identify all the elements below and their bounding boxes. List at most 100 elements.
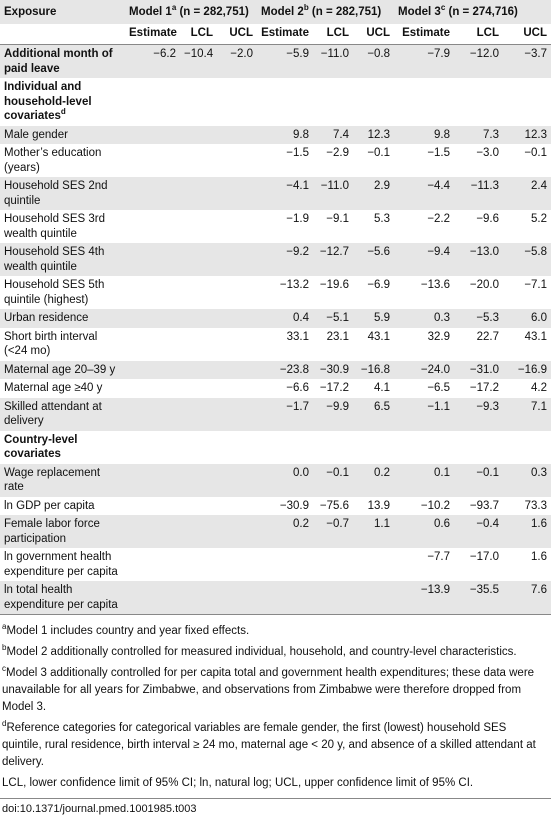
value-cell: −2.2 (427, 213, 451, 225)
header-cell: Exposure (4, 5, 57, 18)
value-cell: −13.0 (469, 246, 500, 258)
row-label: Household SES 4th wealth quintile (0, 243, 125, 276)
value-cell: −2.9 (326, 147, 349, 159)
value-cell: −12.0 (469, 48, 500, 60)
value-cell: −13.2 (279, 279, 309, 291)
value-cell (217, 144, 257, 177)
value-cell (180, 464, 217, 497)
row-label: Individual and household-level covariate… (0, 78, 125, 126)
value-cell: 43.1 (367, 330, 391, 343)
footnote: aModel 1 includes country and year fixed… (2, 623, 549, 640)
empty-cell (125, 431, 551, 464)
column-header: LCL (180, 24, 217, 45)
value-cell: −31.0 (469, 363, 500, 376)
value-cell: −0.1 (326, 466, 349, 479)
header-row: Exposure Model 1a (n = 282,751) Model 2b (… (0, 0, 551, 24)
value-cell: 1.1 (374, 518, 391, 530)
value-cell (125, 361, 180, 380)
value-cell (217, 210, 257, 243)
value-cell (217, 497, 257, 516)
row-label: ln government health expenditure per cap… (0, 548, 125, 581)
value-cell: −0.1 (367, 147, 391, 159)
model-header: Model 3c (n = 274,716) (394, 0, 551, 24)
value-cell: 0.1 (434, 466, 451, 479)
value-cell (217, 361, 257, 380)
value-cell: −9.2 (286, 246, 309, 258)
value-cell (125, 548, 180, 581)
value-cell: 12.3 (367, 128, 391, 141)
value-cell: −12.7 (319, 246, 349, 258)
row-label: Household SES 5th quintile (highest) (0, 276, 125, 309)
label-text: Wage replacement rate (4, 466, 101, 494)
value-cell: −5.9 (286, 48, 309, 60)
value-cell: −30.9 (319, 363, 349, 376)
table-body: Additional month of paid leave −6.2 −10.4 −… (0, 44, 551, 615)
value-cell: −35.5 (454, 581, 504, 615)
value-cell: −5.1 (326, 312, 349, 324)
footnote: dReference categories for categorical va… (2, 720, 549, 771)
row-label: Male gender (0, 126, 125, 145)
value-cell (313, 548, 353, 581)
value-cell (217, 581, 257, 615)
column-header: Estimate (394, 24, 455, 45)
row-label: ln total health expenditure per capita (0, 581, 125, 615)
footnote-mark: a (171, 2, 177, 12)
value-cell (180, 515, 217, 548)
value-cell (180, 379, 217, 398)
empty-cell (125, 78, 551, 126)
label-text: Individual and household-level covariate… (4, 81, 92, 122)
value-cell: 5.3 (374, 213, 391, 225)
row-label: Maternal age 20–39 y (0, 361, 125, 380)
footnote: cModel 3 additionally controlled for per… (2, 665, 549, 716)
value-cell (257, 581, 313, 615)
row-label: ln GDP per capita (0, 497, 125, 516)
value-cell (180, 581, 217, 615)
value-cell (180, 126, 217, 145)
value-cell (125, 210, 180, 243)
value-cell (217, 548, 257, 581)
footnote-mark: d (2, 719, 7, 729)
value-cell: −1.5 (427, 147, 451, 159)
footnote-mark: c (440, 2, 446, 12)
value-cell (125, 144, 180, 177)
value-cell: −1.9 (286, 213, 309, 225)
value-cell: −3.0 (476, 147, 500, 159)
value-cell: −11.3 (470, 180, 500, 192)
value-cell: −6.6 (286, 382, 309, 394)
value-cell: 32.9 (427, 330, 451, 343)
table-row: Wage replacement rate 0.0 −0.1 0.2 0.1 −0.1 0.… (0, 463, 551, 497)
column-header: LCL (313, 24, 353, 45)
value-cell: −9.1 (326, 213, 349, 225)
value-cell: −11.0 (320, 48, 349, 60)
column-header: Estimate (257, 24, 313, 45)
column-header: UCL (503, 24, 551, 45)
value-cell: −0.7 (326, 518, 349, 530)
value-cell (180, 144, 217, 177)
table-row: Country-level covariates (0, 431, 551, 464)
value-cell (125, 328, 180, 361)
value-cell: −75.6 (319, 499, 349, 512)
value-cell: 13.9 (367, 499, 391, 512)
value-cell: 4.1 (374, 382, 391, 394)
value-cell: 6.0 (531, 312, 548, 324)
value-cell: 9.8 (293, 128, 309, 141)
footnote-text: Model 2 additionally controlled for meas… (6, 646, 517, 658)
label-text: Female labor force participation (4, 518, 100, 545)
footnote-mark: b (303, 2, 309, 12)
value-cell: 7.6 (503, 581, 551, 615)
label-text: Household SES 3rd wealth quintile (4, 213, 106, 240)
value-cell: 0.4 (293, 312, 309, 324)
value-cell: −7.9 (427, 48, 451, 60)
value-cell: 6.5 (374, 400, 391, 413)
value-cell: −19.6 (319, 279, 349, 291)
row-label: Urban residence (0, 309, 125, 328)
label-text: Maternal age 20–39 y (4, 363, 116, 376)
value-cell (180, 361, 217, 380)
footnote-mark: c (2, 664, 6, 674)
value-cell: 7.3 (483, 128, 500, 141)
label-text: Maternal age ≥40 y (4, 382, 103, 394)
table-row: Short birth interval (<24 mo) 33.1 23.1 43.… (0, 328, 551, 361)
model-header: Model 1a (n = 282,751) (125, 0, 257, 24)
value-cell (217, 515, 257, 548)
